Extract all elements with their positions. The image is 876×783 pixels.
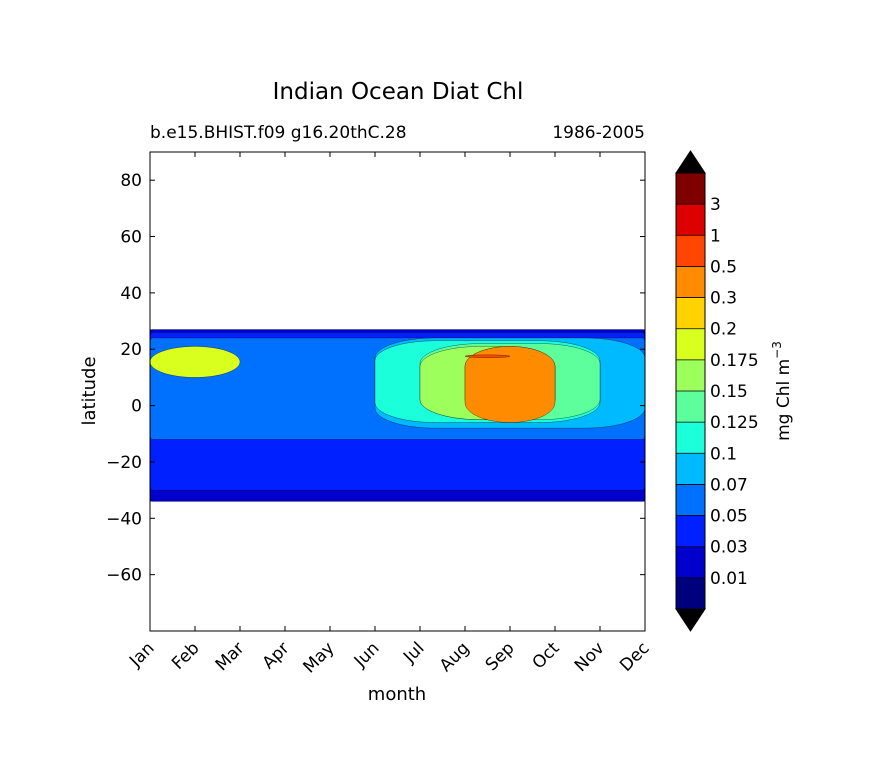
colorbar-tick-label: 0.3 — [710, 289, 737, 309]
colorbar-tick-label: 0.5 — [710, 257, 737, 277]
y-tick-label: −60 — [106, 566, 142, 586]
y-tick-label: −40 — [106, 509, 142, 529]
x-tick-label: Apr — [259, 638, 294, 673]
contour-field — [150, 329, 645, 502]
colorbar-band — [676, 546, 705, 578]
y-axis: 80 60 40 20 0 −20 −40 −60 — [106, 171, 645, 586]
colorbar-extend-max — [675, 150, 706, 174]
x-tick-label: Jun — [350, 638, 384, 672]
x-tick-label: Mar — [212, 638, 249, 675]
colorbar-tick-label: 0.125 — [710, 413, 759, 433]
colorbar-band — [676, 173, 705, 205]
colorbar-band — [676, 328, 705, 360]
y-tick-label: 0 — [131, 397, 142, 417]
y-tick-label: 20 — [120, 340, 142, 360]
colorbar-tick-label: 1 — [710, 226, 721, 246]
plot-frame — [149, 151, 646, 632]
colorbar-tick-label: 0.1 — [710, 444, 737, 464]
contour-regions — [150, 329, 645, 502]
x-tick-label: Sep — [482, 638, 519, 675]
colorbar-tick-label: 0.03 — [710, 538, 748, 558]
colorbar-band — [676, 204, 705, 236]
x-tick-label: May — [300, 638, 339, 677]
x-tick-label: Dec — [616, 638, 653, 675]
svg-text:mg Chl m−3: mg Chl m−3 — [770, 341, 794, 441]
x-axis-label: month — [368, 684, 426, 705]
chart-subtitle-left: b.e15.BHIST.f09 g16.20thC.28 — [150, 123, 407, 143]
colorbar-tick-label: 3 — [710, 195, 721, 215]
y-tick-label: 80 — [120, 171, 142, 191]
chart-title: Indian Ocean Diat Chl — [273, 79, 524, 105]
colorbar-tick-label: 0.2 — [710, 320, 737, 340]
colorbar-tick-label: 0.07 — [710, 475, 748, 495]
y-tick-label: 40 — [120, 284, 142, 304]
x-tick-label: Jul — [399, 638, 428, 667]
colorbar-label-text: mg Chl m — [774, 359, 794, 441]
y-tick-label: 60 — [120, 228, 142, 248]
chart-subtitle-right: 1986-2005 — [552, 123, 645, 143]
x-tick-label: Oct — [529, 638, 564, 673]
colorbar-tick-label: 0.01 — [710, 569, 748, 589]
y-tick-label: −20 — [106, 453, 142, 473]
colorbar-extend-min — [675, 608, 706, 632]
colorbar-band — [676, 266, 705, 298]
colorbar-tick-label: 0.15 — [710, 382, 748, 402]
colorbar-tick-label: 0.05 — [710, 507, 748, 527]
colorbar-tick-label: 0.175 — [710, 351, 759, 371]
colorbar-label-exponent: −3 — [770, 341, 784, 359]
colorbar-band — [676, 359, 705, 391]
x-tick-label: Nov — [571, 638, 609, 676]
contour-region — [464, 354, 511, 358]
x-tick-label: Feb — [168, 638, 203, 673]
colorbar-band — [676, 422, 705, 454]
colorbar-band — [676, 577, 705, 609]
colorbar-band — [676, 484, 705, 516]
y-axis-label: latitude — [79, 356, 100, 425]
x-tick-label: Jan — [125, 638, 158, 671]
contour-region — [150, 346, 241, 378]
colorbar-band — [676, 391, 705, 423]
colorbar-label: mg Chl m−3 — [770, 341, 794, 441]
colorbar-band — [676, 515, 705, 547]
colorbar-band — [676, 297, 705, 329]
colorbar-band — [676, 453, 705, 485]
colorbar: 0.01 0.03 0.05 0.07 0.1 0.125 0.15 0.175 0.2 0.3 0… — [675, 150, 759, 632]
contour-region — [464, 346, 556, 423]
colorbar-band — [676, 235, 705, 267]
x-tick-label: Aug — [436, 638, 474, 676]
